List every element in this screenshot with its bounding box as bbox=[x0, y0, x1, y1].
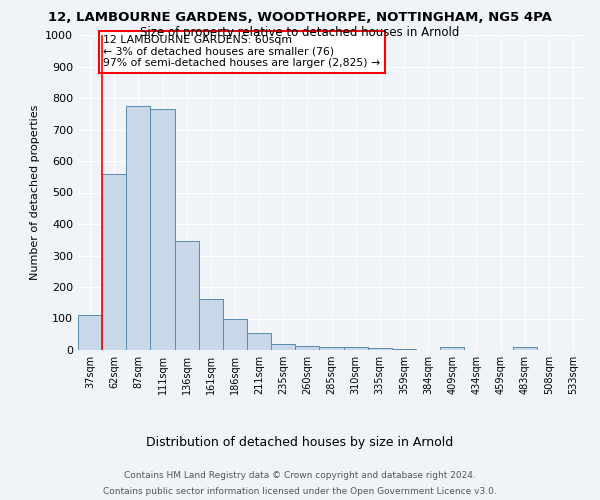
Bar bbox=[440, 348, 464, 350]
Text: 12 LAMBOURNE GARDENS: 60sqm
← 3% of detached houses are smaller (76)
97% of semi: 12 LAMBOURNE GARDENS: 60sqm ← 3% of deta… bbox=[103, 35, 380, 68]
Text: 12, LAMBOURNE GARDENS, WOODTHORPE, NOTTINGHAM, NG5 4PA: 12, LAMBOURNE GARDENS, WOODTHORPE, NOTTI… bbox=[48, 11, 552, 24]
Bar bbox=[392, 348, 416, 350]
Bar bbox=[151, 109, 175, 350]
Bar bbox=[223, 319, 247, 350]
Bar bbox=[512, 347, 537, 350]
Bar bbox=[319, 347, 344, 350]
Text: Contains public sector information licensed under the Open Government Licence v3: Contains public sector information licen… bbox=[103, 486, 497, 496]
Bar bbox=[126, 106, 151, 350]
Y-axis label: Number of detached properties: Number of detached properties bbox=[29, 105, 40, 280]
Bar bbox=[102, 174, 126, 350]
Bar bbox=[175, 242, 199, 350]
Bar bbox=[199, 298, 223, 350]
Text: Distribution of detached houses by size in Arnold: Distribution of detached houses by size … bbox=[146, 436, 454, 449]
Bar bbox=[295, 346, 319, 350]
Bar bbox=[368, 348, 392, 350]
Text: Contains HM Land Registry data © Crown copyright and database right 2024.: Contains HM Land Registry data © Crown c… bbox=[124, 472, 476, 480]
Text: Size of property relative to detached houses in Arnold: Size of property relative to detached ho… bbox=[140, 26, 460, 39]
Bar bbox=[271, 344, 295, 350]
Bar bbox=[78, 316, 102, 350]
Bar bbox=[247, 332, 271, 350]
Bar bbox=[344, 348, 368, 350]
